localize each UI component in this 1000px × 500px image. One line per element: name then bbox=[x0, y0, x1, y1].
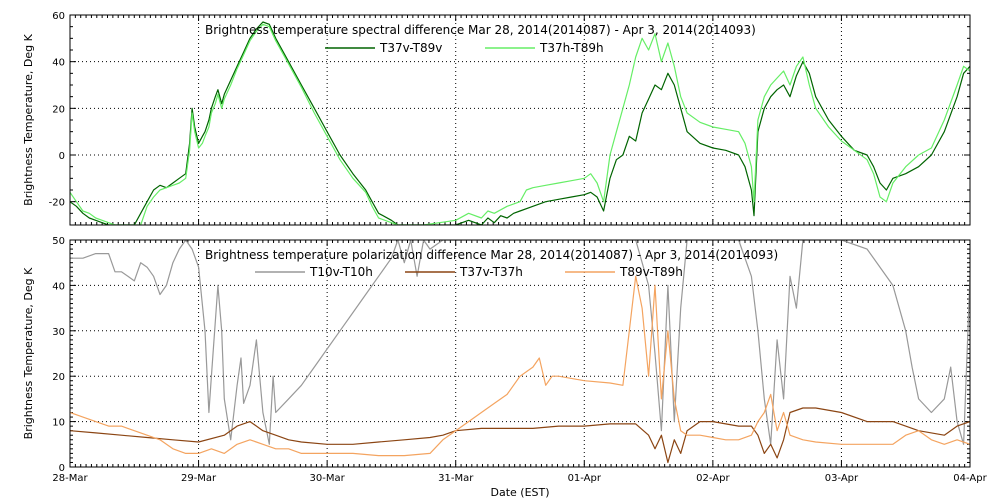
series-line-t89v-t89h bbox=[70, 275, 970, 457]
series-line-t37v-t89v bbox=[70, 21, 970, 225]
series-line-t37h-t89h bbox=[70, 23, 970, 225]
y-axis-label: Brightness Temperature, Deg K bbox=[22, 33, 35, 205]
x-tick-label: 29-Mar bbox=[181, 473, 217, 484]
spectral-difference-panel: -20 0 20 40 60 Brightness temperature spectra… bbox=[22, 11, 971, 226]
legend-label: T37h-T89h bbox=[539, 41, 604, 55]
x-tick-label: 31-Mar bbox=[438, 473, 474, 484]
x-tick-label: 04-Apr bbox=[953, 473, 987, 484]
y-tick-label: 40 bbox=[52, 58, 65, 69]
y-tick-label: 50 bbox=[52, 236, 65, 247]
y-tick-label: 60 bbox=[52, 11, 65, 22]
y-tick-label: 20 bbox=[52, 372, 65, 383]
x-tick-label: 30-Mar bbox=[310, 473, 346, 484]
series-line-t37v-t37h bbox=[70, 407, 970, 464]
x-tick-label: 02-Apr bbox=[696, 473, 730, 484]
x-tick-label: 28-Mar bbox=[52, 473, 88, 484]
y-tick-label: 30 bbox=[52, 327, 65, 338]
y-tick-label: 20 bbox=[52, 104, 65, 115]
legend-label: T37v-T89v bbox=[379, 41, 442, 55]
chart-title: Brightness temperature polarization diff… bbox=[205, 248, 778, 262]
series-line-t10v-t10h bbox=[70, 240, 970, 445]
plot-frame bbox=[69, 239, 971, 468]
y-tick-label: -20 bbox=[49, 198, 65, 209]
legend-label: T10v-T10h bbox=[309, 265, 373, 279]
polarization-difference-panel: 0 10 20 30 40 50 28-Mar 29-Mar 30-Mar 31-Mar 01-Ap… bbox=[22, 236, 988, 499]
legend-label: T89v-T89h bbox=[619, 265, 683, 279]
plot-frame bbox=[69, 14, 971, 226]
x-axis-label: Date (EST) bbox=[490, 486, 549, 499]
y-tick-label: 10 bbox=[52, 418, 65, 429]
y-tick-label: 0 bbox=[59, 463, 65, 474]
chart-title: Brightness temperature spectral differen… bbox=[205, 23, 756, 37]
x-tick-label: 03-Apr bbox=[825, 473, 859, 484]
y-tick-label: 40 bbox=[52, 281, 65, 292]
x-tick-label: 01-Apr bbox=[568, 473, 602, 484]
legend-label: T37v-T37h bbox=[459, 265, 523, 279]
y-axis-label: Brightness Temperature, Deg K bbox=[22, 267, 35, 439]
y-tick-label: 0 bbox=[59, 151, 65, 162]
